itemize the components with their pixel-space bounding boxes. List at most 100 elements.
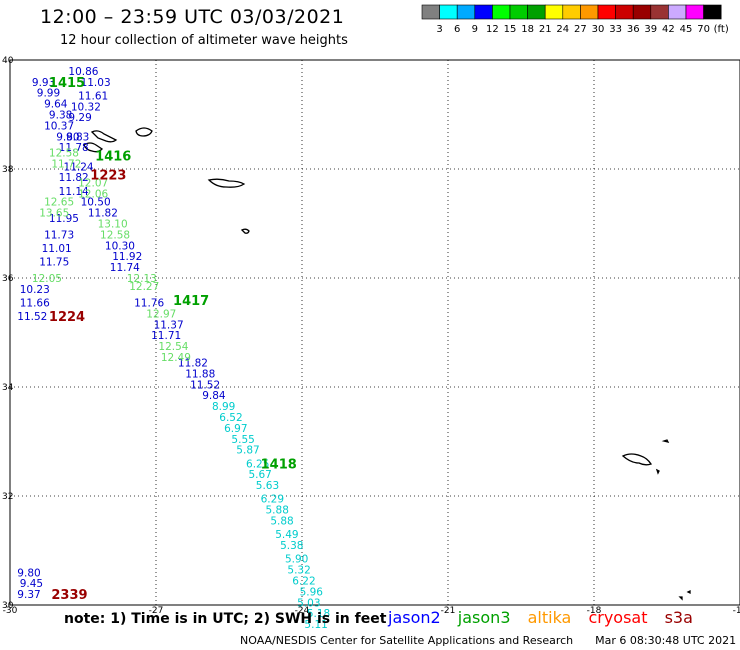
swh-value-label: 9.83 [66,131,89,143]
x-tick-label: -15 [733,606,740,616]
swh-value-label: 9.80 [17,567,40,579]
swh-value-label: 8.99 [212,401,235,413]
swh-value-label: 10.86 [68,66,98,78]
swh-value-label: 11.76 [134,298,164,310]
colorbar-label: (ft) [714,24,729,35]
y-tick-label: 34 [2,383,14,393]
swh-value-label: 6.25 [246,458,269,470]
timestamp: Mar 6 08:30:48 UTC 2021 [595,634,737,647]
swh-value-label: 11.78 [59,142,89,154]
swh-value-label: 11.66 [20,298,50,310]
swh-value-label: 11.37 [154,319,184,331]
swh-value-label: 6.52 [219,412,242,424]
swh-value-label: 9.84 [202,390,226,402]
swh-value-label: 12.07 [78,178,108,190]
colorbar-label: 36 [627,24,640,35]
swh-value-label: 11.73 [44,229,74,241]
legend-item-altika: altika [527,608,572,627]
island-outline [207,178,246,188]
colorbar-label: 15 [504,24,517,35]
legend-item-jason3: jason3 [457,608,511,627]
swh-value-label: 13.10 [98,219,128,231]
swh-value-label: 9.29 [68,112,91,124]
swh-value-label: 5.63 [256,480,279,492]
colorbar-label: 21 [539,24,552,35]
swh-value-label: 5.11 [304,619,327,631]
swh-value-label: 11.74 [110,262,140,274]
colorbar-label: 3 [436,24,442,35]
grid [10,60,740,605]
swh-value-label: 5.90 [285,554,308,566]
swh-value-label: 12.49 [161,352,191,364]
pass-time-label: 1416 [95,149,131,164]
swh-value-label: 10.30 [105,240,135,252]
swh-value-label: 11.82 [88,208,118,220]
swh-value-label: 11.14 [59,186,89,198]
swh-value-label: 12.06 [78,189,108,201]
swh-value-label: 5.88 [266,505,289,517]
pass-time-label: 1224 [49,310,85,325]
colorbar-label: 33 [609,24,622,35]
swh-value-label: 12.65 [44,197,74,209]
colorbar-swatch [703,4,722,20]
pass-time-label: 1417 [173,294,209,309]
swh-value-label: 10.37 [44,120,74,132]
swh-value-label: 11.61 [78,90,108,102]
swh-value-label: 6.29 [261,494,284,506]
swh-value-label: 10.50 [81,197,111,209]
y-tick-label: 40 [2,56,14,66]
swh-value-label: 11.52 [17,311,47,323]
x-tick-label: -21 [441,606,456,616]
y-tick-label: 36 [2,274,14,284]
swh-value-label: 5.38 [280,540,303,552]
swh-value-label: 12.58 [49,148,79,160]
swh-value-label: 9.45 [20,578,43,590]
chart-title: 12:00 – 23:59 UTC 03/03/2021 [40,6,345,28]
swh-value-label: 12.05 [32,273,62,285]
color-scale-bar: 3 6 9 12 15 18 21 24 27 30 33 36 39 42 45 70 (ft) [421,4,729,35]
swh-value-label: 5.55 [231,434,254,446]
colorbar-label: 30 [592,24,605,35]
legend-item-cryosat: cryosat [588,608,648,627]
pass-time-label: 1415 [49,76,85,91]
legend-item-jason2: jason2 [388,608,441,627]
pass-time-label: 1418 [261,457,297,472]
islands [83,127,691,601]
swh-value-label: 13.65 [39,208,69,220]
swh-value-label: 11.52 [190,379,220,391]
swh-value-label: 5.03 [297,597,320,609]
island-outline [90,130,118,143]
legend: jason2 jason3 altika cryosat s3a [388,608,705,627]
chart-subtitle: 12 hour collection of altimeter wave hei… [60,33,348,48]
island-outline [83,142,104,153]
swh-value-label: 6.97 [224,423,247,435]
credit-text: NOAA/NESDIS Center for Satellite Applica… [240,634,574,647]
swh-value-label: 11.24 [64,161,94,173]
island-outline [678,596,683,601]
axis-ticks: -30 -27 -24 -21 -18 -15 30 32 34 36 38 40 [2,56,740,616]
pass-time-label: 1223 [90,168,126,183]
y-tick-label: 30 [2,601,14,611]
swh-value-label: 9.99 [37,88,60,100]
swh-value-label: 11.82 [59,172,89,184]
swh-value-label: 5.87 [236,445,259,457]
swh-value-label: 9.38 [49,110,72,122]
swh-value-label: 9.93 [32,77,55,89]
data-labels: 10.869.93 11.039.99 11.619.64 10.329.3810.3… [17,66,330,631]
colorbar-label: 6 [454,24,460,35]
swh-value-label: 10.32 [71,101,101,113]
colorbar-label: 39 [644,24,657,35]
swh-value-label: 5.67 [248,469,271,481]
y-tick-label: 38 [2,165,14,175]
credit: NOAA/NESDIS Center for Satellite Applica… [240,634,736,647]
colorbar-label: 12 [486,24,499,35]
swh-value-label: 11.01 [42,243,72,255]
island-outline [686,589,691,595]
colorbar-label: 27 [574,24,587,35]
island-outline [135,127,153,137]
x-tick-label: -18 [587,606,602,616]
swh-value-label: 12.54 [158,341,188,353]
swh-value-label: 11.72 [51,159,81,171]
swh-value-label: 9.64 [44,99,68,111]
plot-frame [9,59,740,606]
